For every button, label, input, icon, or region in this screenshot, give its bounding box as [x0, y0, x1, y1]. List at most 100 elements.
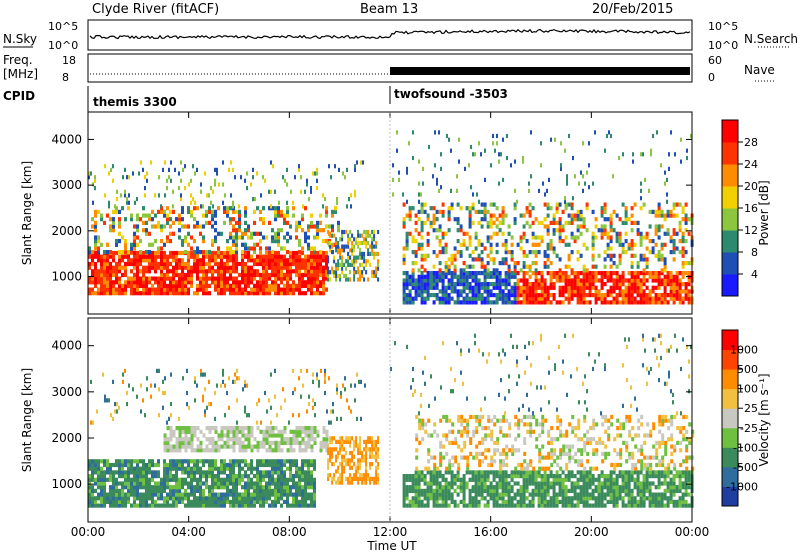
heatmap-cell	[672, 239, 676, 244]
heatmap-cell	[232, 426, 236, 431]
heatmap-cell	[232, 167, 234, 172]
heatmap-cell	[187, 437, 191, 442]
heatmap-cell	[205, 283, 208, 288]
heatmap-cell	[295, 485, 298, 490]
heatmap-cell	[337, 480, 340, 485]
heatmap-cell	[232, 481, 235, 486]
heatmap-cell	[318, 383, 320, 388]
heatmap-cell	[480, 209, 484, 214]
heatmap-cell	[480, 257, 484, 262]
heatmap-cell	[513, 282, 517, 287]
heatmap-cell	[166, 283, 169, 288]
heatmap-cell	[94, 228, 97, 233]
heatmap-cell	[339, 473, 342, 478]
heatmap-cell	[133, 283, 136, 288]
heatmap-cell	[522, 496, 526, 501]
heatmap-cell	[580, 170, 582, 175]
heatmap-cell	[468, 217, 472, 222]
heatmap-cell	[435, 470, 439, 475]
heatmap-cell	[217, 250, 220, 255]
heatmap-cell	[333, 270, 336, 275]
heatmap-cell	[672, 285, 676, 290]
heatmap-cell	[357, 240, 360, 246]
heatmap-cell	[489, 250, 493, 255]
heatmap-cell	[118, 250, 121, 255]
heatmap-cell	[244, 276, 247, 281]
heatmap-cell	[367, 259, 370, 264]
heatmap-cell	[537, 470, 541, 475]
heatmap-cell	[163, 291, 166, 296]
heatmap-cell	[205, 220, 208, 225]
heatmap-cell	[684, 282, 688, 287]
heatmap-cell	[157, 276, 160, 281]
heatmap-cell	[217, 470, 220, 475]
heatmap-cell	[534, 477, 538, 482]
heatmap-cell	[223, 206, 226, 211]
heatmap-cell	[262, 474, 265, 479]
heatmap-cell	[298, 254, 301, 259]
heatmap-cell	[169, 231, 172, 236]
heatmap-cell	[322, 444, 326, 449]
heatmap-cell	[453, 481, 457, 486]
heatmap-cell	[447, 300, 451, 305]
heatmap-cell	[351, 454, 354, 459]
heatmap-cell	[139, 496, 142, 501]
heatmap-cell	[310, 272, 313, 278]
heatmap-cell	[283, 258, 286, 263]
heatmap-cell	[133, 239, 136, 244]
heatmap-cell	[238, 287, 241, 292]
heatmap-cell	[307, 503, 310, 508]
heatmap-cell	[133, 503, 136, 508]
heatmap-cell	[181, 280, 184, 285]
heatmap-cell	[256, 485, 259, 490]
heatmap-cell	[570, 235, 574, 240]
heatmap-cell	[429, 474, 433, 479]
heatmap-cell	[687, 271, 691, 276]
heatmap-cell	[444, 296, 448, 301]
heatmap-cell	[148, 265, 151, 270]
heatmap-cell	[178, 477, 181, 482]
heatmap-cell	[615, 231, 619, 236]
heatmap-cell	[91, 291, 94, 296]
heatmap-cell	[423, 220, 427, 225]
heatmap-cell	[546, 231, 550, 236]
heatmap-cell	[256, 258, 259, 263]
heatmap-cell	[266, 409, 268, 414]
heatmap-cell	[438, 209, 442, 214]
heatmap-cell	[534, 261, 538, 266]
heatmap-cell	[229, 477, 232, 482]
heatmap-cell	[654, 242, 658, 247]
heatmap-cell	[205, 448, 209, 453]
heatmap-cell	[357, 469, 360, 474]
heatmap-cell	[103, 462, 106, 468]
heatmap-cell	[100, 258, 103, 263]
heatmap-cell	[657, 278, 661, 283]
heatmap-cell	[609, 278, 613, 283]
heatmap-cell	[341, 259, 344, 264]
heatmap-cell	[196, 206, 199, 211]
nsearch-label: N.Search	[744, 32, 798, 46]
heatmap-cell	[429, 477, 433, 482]
heatmap-cell	[333, 259, 336, 264]
nsky-trace	[89, 28, 691, 40]
heatmap-cell	[172, 448, 176, 453]
heatmap-cell	[211, 276, 214, 281]
heatmap-cell	[205, 444, 209, 449]
heatmap-cell	[158, 368, 160, 373]
heatmap-cell	[115, 492, 118, 497]
heatmap-cell	[468, 253, 472, 258]
heatmap-cell	[585, 278, 589, 283]
heatmap-cell	[154, 250, 157, 256]
heatmap-cell	[313, 459, 316, 464]
heatmap-cell	[256, 477, 259, 482]
heatmap-cell	[480, 271, 484, 276]
heatmap-cell	[115, 209, 118, 214]
heatmap-cell	[241, 477, 244, 482]
heatmap-cell	[371, 248, 374, 253]
heatmap-cell	[136, 213, 139, 218]
heatmap-cell	[513, 268, 517, 273]
heatmap-cell	[220, 269, 223, 274]
heatmap-cell	[184, 280, 187, 285]
heatmap-cell	[522, 282, 526, 287]
heatmap-cell	[477, 285, 481, 290]
